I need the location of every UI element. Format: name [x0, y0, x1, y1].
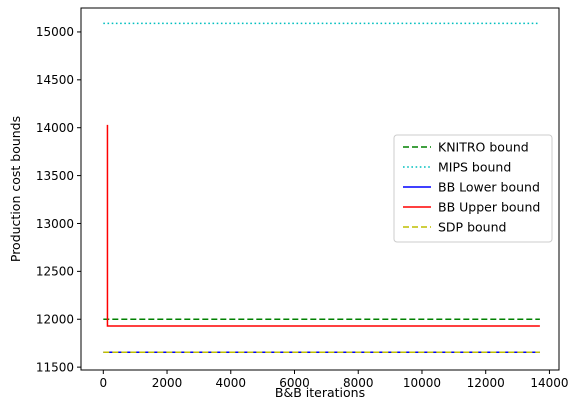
x-tick-label: 6000	[279, 376, 310, 390]
plot-frame	[80, 7, 560, 371]
legend-label: BB Upper bound	[438, 200, 540, 215]
legend-label: KNITRO bound	[438, 140, 529, 155]
x-tick-label: 10000	[403, 376, 441, 390]
x-tick-label: 8000	[343, 376, 374, 390]
y-tick-label: 12500	[36, 265, 74, 279]
legend: KNITRO bound MIPS bound BB Lower bound BB U…	[393, 134, 553, 243]
legend-label: SDP bound	[438, 220, 506, 235]
x-tick-label: 4000	[215, 376, 246, 390]
legend-label: MIPS bound	[438, 160, 511, 175]
y-axis: 11500 12000 12500 13000 13500 14000 14500 15000	[36, 25, 81, 374]
x-tick-label: 14000	[530, 376, 568, 390]
y-tick-label: 11500	[36, 360, 74, 374]
y-tick-label: 14000	[36, 121, 74, 135]
x-tick-label: 0	[99, 376, 107, 390]
legend-box	[393, 134, 553, 243]
y-tick-label: 15000	[36, 25, 74, 39]
plot-series	[103, 22, 540, 354]
x-axis-label: B&B iterations	[275, 385, 365, 400]
y-tick-label: 13500	[36, 169, 74, 183]
y-tick-label: 14500	[36, 73, 74, 87]
y-tick-label: 13000	[36, 217, 74, 231]
series-line-4	[106, 124, 540, 327]
y-tick-label: 12000	[36, 313, 74, 327]
x-tick-label: 2000	[152, 376, 183, 390]
legend-label: BB Lower bound	[438, 180, 540, 195]
x-tick-label: 12000	[467, 376, 505, 390]
y-axis-label: Production cost bounds	[8, 116, 23, 262]
x-axis: 0 2000 4000 6000 8000 10000 12000 14000	[99, 370, 569, 390]
